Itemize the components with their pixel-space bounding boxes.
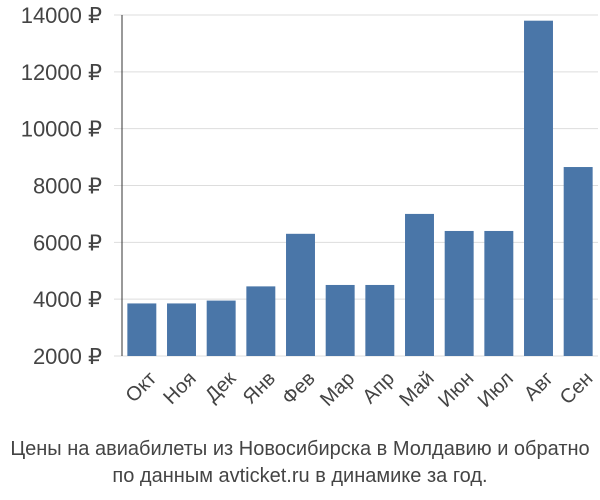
y-tick-label: 14000 ₽ bbox=[21, 3, 102, 28]
x-tick-label: Июл bbox=[474, 368, 518, 412]
x-tick-label: Фев bbox=[278, 368, 320, 410]
bar-9 bbox=[444, 230, 474, 356]
y-tick-label: 4000 ₽ bbox=[33, 287, 102, 312]
x-tick-label: Май bbox=[395, 368, 438, 411]
y-tick-label: 2000 ₽ bbox=[33, 344, 102, 369]
bar-5 bbox=[286, 233, 315, 356]
bar-1 bbox=[127, 303, 157, 356]
x-tick-label: Ноя bbox=[159, 368, 200, 409]
bar-2 bbox=[167, 303, 196, 356]
bars bbox=[127, 20, 593, 357]
y-tick-labels: 2000 ₽ 4000 ₽ 6000 ₽ 8000 ₽ 10000 ₽ 12000 ₽ 14… bbox=[21, 3, 102, 369]
x-tick-label: Окт bbox=[122, 368, 161, 407]
chart-caption-line-2: по данным avticket.ru в динамике за год. bbox=[112, 465, 487, 487]
y-tick-label: 12000 ₽ bbox=[21, 60, 102, 85]
x-tick-label: Сен bbox=[556, 368, 597, 409]
bar-7 bbox=[365, 284, 395, 356]
y-tick-label: 6000 ₽ bbox=[33, 230, 102, 255]
bar-12 bbox=[563, 167, 593, 356]
x-tick-label: Апр bbox=[358, 368, 399, 409]
x-tick-label: Авг bbox=[520, 368, 558, 406]
bar-8 bbox=[405, 213, 434, 356]
x-tick-label: Мар bbox=[316, 368, 359, 411]
bar-4 bbox=[246, 286, 276, 356]
x-tick-label: Июн bbox=[434, 368, 478, 412]
y-tick-label: 10000 ₽ bbox=[21, 117, 102, 142]
x-tick-label: Янв bbox=[239, 368, 280, 409]
bar-3 bbox=[206, 300, 236, 356]
bar-11 bbox=[524, 20, 553, 357]
grid-lines bbox=[114, 14, 598, 357]
x-tick-label: Дек bbox=[201, 367, 240, 406]
bar-6 bbox=[325, 284, 355, 356]
y-tick-label: 8000 ₽ bbox=[33, 174, 102, 199]
bar-10 bbox=[484, 230, 514, 356]
chart-caption-line-1: Цены на авиабилеты из Новосибирска в Мол… bbox=[10, 438, 589, 460]
